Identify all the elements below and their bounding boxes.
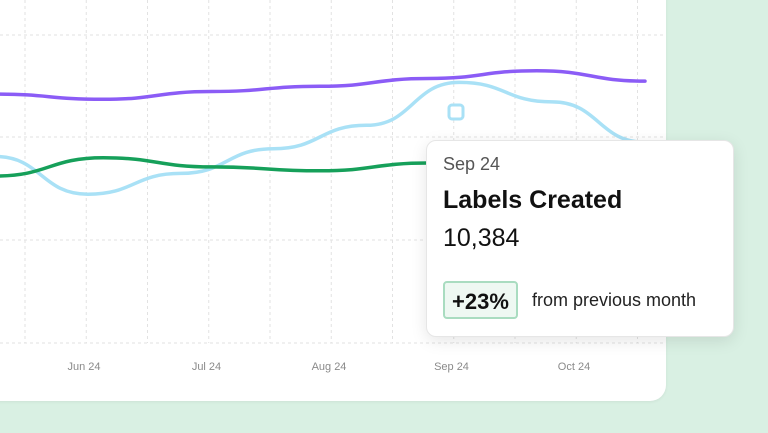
x-axis-ticks: Jun 24 Jul 24 Aug 24 Sep 24 Oct 24 xyxy=(67,361,590,373)
tooltip-change-badge: +23% xyxy=(443,281,518,319)
x-tick-label: Jun 24 xyxy=(67,361,100,373)
hover-point-marker[interactable] xyxy=(447,103,465,121)
series-line-2 xyxy=(0,80,647,196)
series-line-1 xyxy=(0,68,647,102)
tooltip-change-note: from previous month xyxy=(532,290,697,310)
x-tick-label: Jul 24 xyxy=(192,361,221,373)
tooltip-date: Sep 24 xyxy=(443,154,501,174)
x-tick-label: Sep 24 xyxy=(434,361,469,373)
tooltip-metric-value: 10,384 xyxy=(443,224,520,252)
data-tooltip: Sep 24 Labels Created 10,384 +23% from p… xyxy=(426,140,734,337)
x-tick-label: Aug 24 xyxy=(312,361,347,373)
tooltip-metric-title: Labels Created xyxy=(443,186,623,214)
x-tick-label: Oct 24 xyxy=(558,361,590,373)
